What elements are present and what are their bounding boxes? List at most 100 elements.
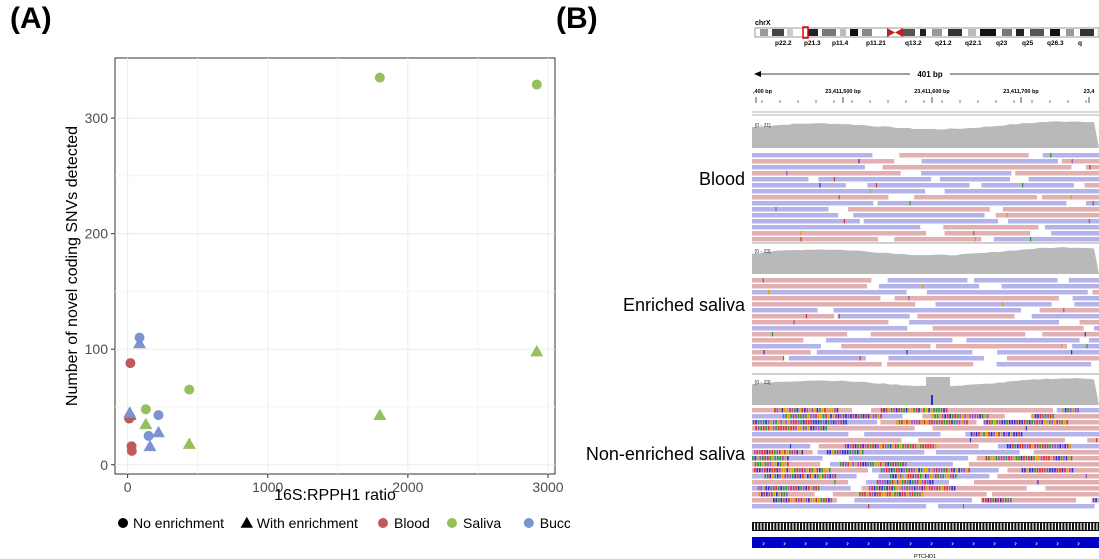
read-mismatch xyxy=(806,474,809,479)
read xyxy=(980,498,1077,503)
read-mismatch xyxy=(811,468,814,473)
read-mismatch xyxy=(894,462,897,467)
read-mismatch xyxy=(951,414,954,419)
read xyxy=(932,426,1099,431)
read-mismatch xyxy=(992,498,995,503)
read-mismatch xyxy=(805,420,807,425)
read-mismatch xyxy=(922,474,925,479)
read-mismatch xyxy=(808,498,810,503)
read-mismatch xyxy=(927,474,930,479)
read-mismatch xyxy=(785,420,787,425)
read-mismatch xyxy=(852,444,854,449)
read xyxy=(935,450,1020,455)
read-mismatch xyxy=(1029,468,1031,473)
read-mismatch xyxy=(776,408,779,413)
read-mismatch xyxy=(779,408,781,413)
sequence-base xyxy=(939,523,941,530)
read-mismatch xyxy=(811,474,814,479)
read xyxy=(983,420,1099,425)
read-mismatch xyxy=(757,462,759,467)
read-mismatch xyxy=(971,414,974,419)
read-mismatch xyxy=(1040,456,1043,461)
read-mismatch xyxy=(818,498,820,503)
read-mismatch xyxy=(1003,432,1005,437)
read-mismatch xyxy=(873,486,876,491)
x-axis-label: 16S:RPPH1 ratio xyxy=(274,487,396,504)
ideogram-band xyxy=(840,29,846,36)
read-mismatch xyxy=(778,450,781,455)
read-mismatch xyxy=(899,444,902,449)
read-mismatch xyxy=(886,492,889,497)
read-mismatch xyxy=(864,444,867,449)
read-mismatch xyxy=(842,414,845,419)
read-mismatch xyxy=(776,468,779,473)
read-mismatch xyxy=(864,462,867,467)
read xyxy=(752,296,881,301)
read-mismatch xyxy=(859,450,861,455)
read-mismatch xyxy=(891,480,894,485)
read-mismatch xyxy=(868,504,870,509)
sequence-base xyxy=(811,523,813,530)
read xyxy=(1051,231,1099,236)
read-mismatch xyxy=(1041,420,1043,425)
coverage-range: [0 - 31] xyxy=(755,123,771,129)
y-axis-label: Number of novel coding SNVs detected xyxy=(64,126,81,406)
read-mismatch xyxy=(1070,456,1073,461)
read-mismatch xyxy=(825,498,828,503)
band-label: q22.1 xyxy=(965,40,982,47)
ideogram-band xyxy=(772,29,784,36)
read xyxy=(882,165,1072,170)
read-mismatch xyxy=(911,492,914,497)
read-mismatch xyxy=(801,450,804,455)
read-mismatch xyxy=(872,444,874,449)
read-mismatch xyxy=(790,426,792,431)
read-mismatch xyxy=(824,408,826,413)
read-mismatch xyxy=(1018,432,1020,437)
read-mismatch xyxy=(757,486,760,491)
read-mismatch xyxy=(767,290,770,295)
sequence-base xyxy=(1077,523,1079,530)
read-mismatch xyxy=(958,468,960,473)
read xyxy=(968,462,1099,467)
read-mismatch xyxy=(933,486,936,491)
read-mismatch xyxy=(1036,420,1038,425)
read-mismatch xyxy=(775,420,777,425)
read xyxy=(1072,344,1099,349)
read-mismatch xyxy=(858,159,860,164)
read-mismatch xyxy=(955,468,958,473)
read-mismatch xyxy=(834,450,836,455)
read-mismatch xyxy=(988,432,990,437)
read xyxy=(752,225,921,230)
read xyxy=(752,177,809,182)
read-mismatch xyxy=(774,408,776,413)
read-mismatch xyxy=(885,468,888,473)
read-mismatch xyxy=(953,420,956,425)
read-mismatch xyxy=(917,444,919,449)
gene-name: PTCHD1 xyxy=(914,554,936,559)
read-mismatch xyxy=(862,444,864,449)
read-mismatch xyxy=(839,450,841,455)
sequence-base xyxy=(888,523,890,530)
sequence-base xyxy=(898,523,900,530)
legend-label: Saliva xyxy=(463,515,501,531)
read-mismatch xyxy=(1005,432,1008,437)
read-mismatch xyxy=(782,414,785,419)
read-mismatch xyxy=(761,450,764,455)
sequence-base xyxy=(958,523,960,530)
read-mismatch xyxy=(816,474,819,479)
read-mismatch xyxy=(947,474,950,479)
read-mismatch xyxy=(929,474,932,479)
sequence-base xyxy=(917,523,919,530)
read xyxy=(847,207,990,212)
read xyxy=(974,480,1099,485)
read-mismatch xyxy=(1085,474,1087,479)
read-mismatch xyxy=(800,486,802,491)
read xyxy=(752,350,811,355)
strand-arrow: › xyxy=(1056,539,1059,548)
read-mismatch xyxy=(974,237,976,242)
read-mismatch xyxy=(842,420,845,425)
read-mismatch xyxy=(990,432,993,437)
read-mismatch xyxy=(874,462,877,467)
strand-arrow: › xyxy=(909,539,912,548)
read-mismatch xyxy=(855,414,857,419)
